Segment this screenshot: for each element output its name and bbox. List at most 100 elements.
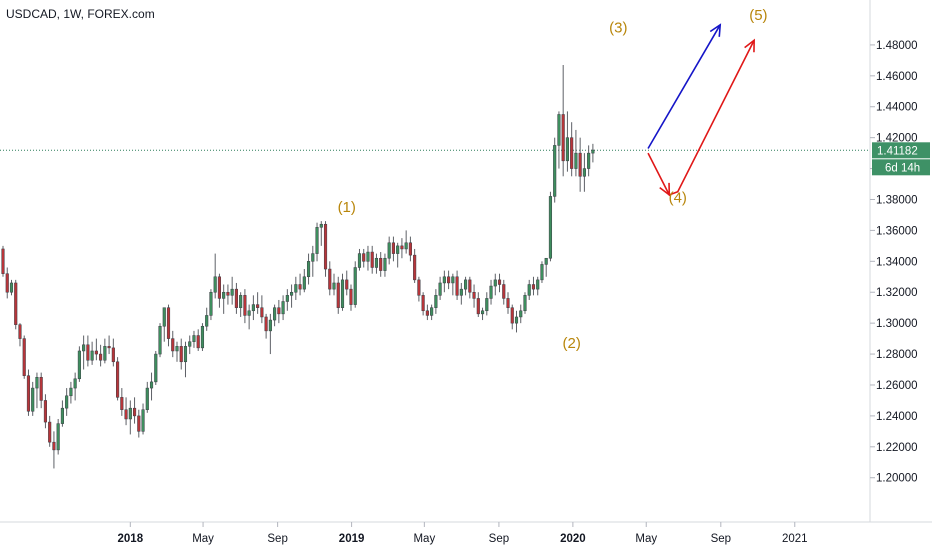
candle-up xyxy=(353,267,357,305)
price-tag-value: 1.41182 xyxy=(877,145,918,157)
candle-down xyxy=(217,276,221,299)
price-tick-label: 1.26000 xyxy=(876,380,918,392)
candle-down xyxy=(137,415,141,432)
candle-down xyxy=(99,353,103,361)
candle-up xyxy=(557,114,561,146)
candle-up xyxy=(434,295,438,308)
candle-down xyxy=(447,276,451,284)
candle-up xyxy=(69,387,73,397)
candle-up xyxy=(396,245,400,254)
time-tick-label: May xyxy=(192,533,214,545)
candle-down xyxy=(260,307,264,318)
candle-down xyxy=(22,338,26,376)
candle-down xyxy=(476,298,480,315)
candle-up xyxy=(247,310,251,316)
candle-up xyxy=(565,137,569,162)
wave-label: (4) xyxy=(669,190,687,207)
candle-down xyxy=(124,409,128,420)
candle-up xyxy=(9,282,14,293)
time-tick-label: 2018 xyxy=(118,533,144,545)
candle-down xyxy=(362,253,366,262)
price-tick-label: 1.24000 xyxy=(876,411,918,423)
candle-down xyxy=(468,279,472,293)
candle-up xyxy=(205,315,209,327)
price-tick-label: 1.20000 xyxy=(876,473,918,485)
candle-up xyxy=(574,152,578,169)
candle-up xyxy=(192,335,196,342)
candle-up xyxy=(480,310,485,315)
arrow-head xyxy=(744,38,755,53)
candle-down xyxy=(94,350,98,355)
price-tick-label: 1.32000 xyxy=(876,287,918,299)
candle-up xyxy=(383,257,387,271)
wave-label: (5) xyxy=(749,7,767,24)
candle-up xyxy=(141,409,145,432)
candle-up xyxy=(587,152,591,169)
wave-label: (2) xyxy=(562,335,580,352)
arrow-head xyxy=(709,23,722,37)
candle-down xyxy=(472,291,476,299)
candle-down xyxy=(171,338,175,352)
candle-up xyxy=(183,346,188,363)
candle-down xyxy=(111,347,115,363)
candle-up xyxy=(430,307,434,316)
candle-down xyxy=(116,361,120,398)
candles-group xyxy=(1,65,595,469)
candle-down xyxy=(132,407,137,417)
candle-down xyxy=(264,316,268,332)
price-tick-label: 1.42000 xyxy=(876,133,918,145)
candle-down xyxy=(298,284,302,290)
candle-down xyxy=(421,295,425,312)
candle-up xyxy=(464,279,468,290)
candle-up xyxy=(315,227,319,254)
candle-up xyxy=(519,310,523,318)
candle-up xyxy=(527,284,531,296)
candle-down xyxy=(86,344,90,361)
red-projection-arrow xyxy=(647,39,755,196)
time-tick-label: May xyxy=(635,533,657,545)
candle-up xyxy=(523,295,527,312)
candle-up xyxy=(239,295,243,308)
candle-down xyxy=(570,137,574,169)
candle-up xyxy=(149,381,154,389)
price-tick-label: 1.28000 xyxy=(876,349,918,361)
blue-projection-arrow xyxy=(647,24,721,149)
candle-up xyxy=(65,395,69,409)
candle-up xyxy=(319,223,323,228)
candle-up xyxy=(230,288,234,296)
candle-down xyxy=(26,375,31,412)
candle-up xyxy=(544,257,548,265)
candle-up xyxy=(404,242,408,250)
wave-label: (3) xyxy=(609,20,627,37)
price-tag: 1.41182 6d 14h xyxy=(872,142,930,176)
candle-down xyxy=(379,257,383,271)
candle-up xyxy=(302,276,306,290)
candle-down xyxy=(256,304,260,308)
candle-up xyxy=(90,350,94,361)
candle-down xyxy=(323,223,328,270)
candle-down xyxy=(14,282,18,325)
price-tick-label: 1.44000 xyxy=(876,102,918,114)
candle-down xyxy=(578,152,582,177)
candle-up xyxy=(582,168,586,177)
candle-up xyxy=(128,407,132,420)
candle-up xyxy=(73,378,77,389)
candle-up xyxy=(438,282,442,296)
candle-down xyxy=(510,307,514,324)
candle-down xyxy=(400,245,404,250)
candle-up xyxy=(442,276,446,284)
candle-down xyxy=(391,242,395,254)
candle-up xyxy=(294,284,298,293)
candle-up xyxy=(459,288,463,296)
candle-up xyxy=(591,149,595,154)
candle-down xyxy=(277,307,281,315)
candle-up xyxy=(60,407,64,424)
candle-up xyxy=(285,295,289,302)
candle-up xyxy=(145,387,149,410)
candle-up xyxy=(366,251,370,262)
candle-down xyxy=(345,279,349,290)
candle-up xyxy=(451,276,455,284)
candle-down xyxy=(336,282,340,308)
candle-up xyxy=(332,282,336,290)
